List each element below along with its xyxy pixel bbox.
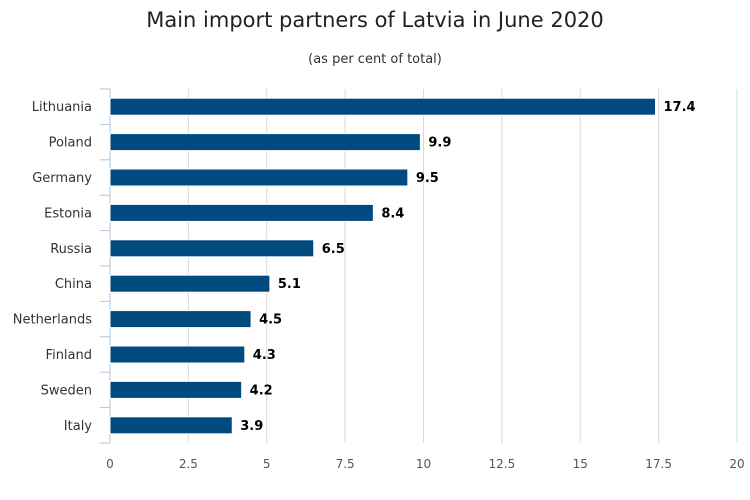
data-label: 3.9 <box>240 419 263 434</box>
category-label: Netherlands <box>13 313 92 328</box>
bar <box>109 345 246 364</box>
bar <box>109 416 233 435</box>
category-label: Germany <box>32 171 92 186</box>
category-label: Italy <box>64 419 93 434</box>
x-tick-label: 2.5 <box>179 457 198 471</box>
category-label: Russia <box>50 242 92 257</box>
data-label: 4.5 <box>259 313 282 328</box>
x-tick-label: 12.5 <box>489 457 516 471</box>
x-tick-label: 20 <box>729 457 744 471</box>
data-label: 17.4 <box>663 100 695 115</box>
bar <box>109 133 421 152</box>
data-label: 9.9 <box>428 136 451 151</box>
category-label: Estonia <box>44 206 92 221</box>
data-label: 6.5 <box>322 242 345 257</box>
bar <box>109 380 243 399</box>
data-label: 9.5 <box>416 171 439 186</box>
x-tick-label: 10 <box>416 457 431 471</box>
category-label: Sweden <box>41 383 92 398</box>
bar <box>109 203 374 222</box>
x-tick-label: 15 <box>573 457 588 471</box>
category-label: Poland <box>49 136 92 151</box>
data-label: 4.3 <box>253 348 276 363</box>
bar <box>109 97 656 116</box>
x-tick-label: 0 <box>106 457 114 471</box>
category-label: China <box>55 277 92 292</box>
chart-subtitle: (as per cent of total) <box>308 52 442 67</box>
x-tick-label: 7.5 <box>336 457 355 471</box>
data-label: 5.1 <box>278 277 301 292</box>
bar <box>109 274 271 293</box>
category-label: Finland <box>46 348 92 363</box>
data-label: 8.4 <box>381 206 404 221</box>
chart-title: Main import partners of Latvia in June 2… <box>146 8 604 32</box>
data-label: 4.2 <box>250 383 273 398</box>
bar <box>109 168 409 187</box>
category-label: Lithuania <box>32 100 92 115</box>
bar <box>109 310 252 329</box>
bar <box>109 239 315 258</box>
x-tick-label: 5 <box>263 457 271 471</box>
x-tick-label: 17.5 <box>645 457 672 471</box>
